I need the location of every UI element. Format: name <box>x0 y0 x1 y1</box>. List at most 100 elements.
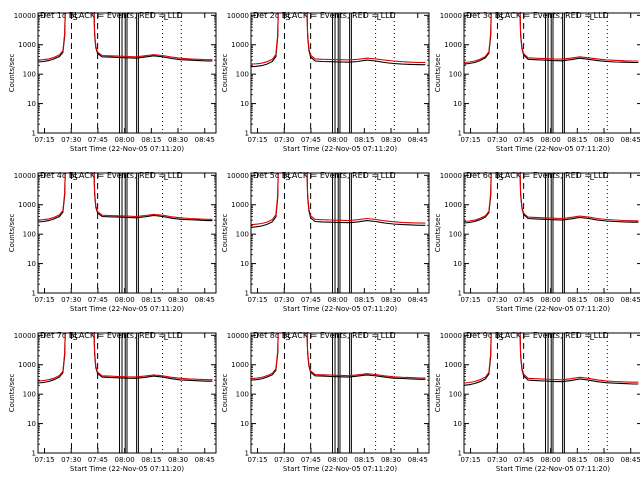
panel-title: Det 6c BLACK = Events, RED = LLD <box>466 171 609 180</box>
x-axis-label: Start Time (22-Nov-05 07:11:20) <box>70 145 184 153</box>
y-tick-label: 10000 <box>440 332 462 340</box>
x-tick-label: 07:45 <box>88 456 108 464</box>
y-tick-label: 1000 <box>18 41 36 49</box>
x-tick-label: 08:45 <box>195 456 215 464</box>
x-tick-label: 08:00 <box>328 456 348 464</box>
series-lld-line <box>38 13 213 61</box>
y-tick-label: 10000 <box>227 172 249 180</box>
y-tick-label: 10000 <box>14 12 36 20</box>
y-tick-label: 1000 <box>231 361 249 369</box>
y-axis-label: Counts/sec <box>8 54 16 93</box>
series-events-line <box>464 333 639 386</box>
y-tick-label: 10 <box>27 420 36 428</box>
y-tick-label: 1000 <box>444 201 462 209</box>
x-tick-label: 07:30 <box>487 296 507 304</box>
y-axis-label: Counts/sec <box>221 374 229 413</box>
series-events-line <box>464 13 639 65</box>
y-tick-label: 100 <box>23 71 36 79</box>
marker-l: L <box>590 173 595 182</box>
plot-frame <box>463 172 640 294</box>
series-lld-line <box>38 333 213 382</box>
x-tick-label: 07:30 <box>274 456 294 464</box>
plot-frame <box>37 332 217 454</box>
x-tick-label: 08:00 <box>541 296 561 304</box>
series-lld-line <box>251 13 426 65</box>
y-tick-label: 1 <box>245 130 249 138</box>
marker-l: L <box>164 173 169 182</box>
y-tick-label: 1 <box>458 130 462 138</box>
y-tick-label: 10 <box>453 420 462 428</box>
marker-s: S <box>285 173 290 182</box>
x-tick-label: 07:30 <box>274 136 294 144</box>
plot-frame <box>463 12 640 134</box>
x-tick-label: 07:30 <box>274 296 294 304</box>
y-axis-label: Counts/sec <box>434 214 442 253</box>
x-tick-label: 08:00 <box>541 456 561 464</box>
marker-s: S <box>72 173 77 182</box>
x-tick-label: 08:30 <box>381 456 401 464</box>
series-events-line <box>251 13 426 68</box>
y-tick-label: 1000 <box>18 201 36 209</box>
plot-frame <box>37 12 217 134</box>
x-tick-label: 08:15 <box>567 456 587 464</box>
x-tick-label: 08:30 <box>594 296 614 304</box>
y-tick-label: 10 <box>453 100 462 108</box>
y-tick-label: 1000 <box>231 201 249 209</box>
x-tick-label: 08:00 <box>541 136 561 144</box>
x-tick-label: 08:30 <box>381 136 401 144</box>
y-tick-label: 1 <box>458 450 462 458</box>
x-tick-label: 08:30 <box>168 456 188 464</box>
plot-frame <box>463 332 640 454</box>
x-tick-label: 08:45 <box>408 456 428 464</box>
x-tick-label: 07:45 <box>88 296 108 304</box>
x-tick-label: 08:15 <box>567 136 587 144</box>
x-tick-label: 07:45 <box>301 456 321 464</box>
x-tick-label: 07:30 <box>61 456 81 464</box>
y-axis-label: Counts/sec <box>221 54 229 93</box>
panel-title: Det 2c BLACK = Events, RED = LLD <box>253 11 396 20</box>
y-tick-label: 100 <box>449 231 462 239</box>
marker-s: S <box>285 333 290 342</box>
y-tick-label: 10000 <box>14 332 36 340</box>
x-tick-label: 07:15 <box>247 456 267 464</box>
marker-s: S <box>498 173 503 182</box>
x-tick-label: 08:45 <box>621 296 640 304</box>
x-tick-label: 07:15 <box>34 296 54 304</box>
series-events-line <box>38 13 213 63</box>
y-tick-label: 100 <box>449 71 462 79</box>
plot-frame <box>250 172 430 294</box>
x-tick-label: 07:15 <box>34 136 54 144</box>
series-lld-line <box>251 173 426 226</box>
y-tick-label: 10000 <box>440 12 462 20</box>
x-tick-label: 08:15 <box>354 296 374 304</box>
x-tick-label: 08:45 <box>195 136 215 144</box>
x-tick-label: 07:30 <box>61 296 81 304</box>
series-events-line <box>251 333 426 381</box>
y-tick-label: 10000 <box>440 172 462 180</box>
marker-s: S <box>498 333 503 342</box>
y-tick-label: 1 <box>458 290 462 298</box>
x-axis-label: Start Time (22-Nov-05 07:11:20) <box>496 465 610 473</box>
marker-s: S <box>72 13 77 22</box>
x-tick-label: 07:45 <box>301 296 321 304</box>
x-tick-label: 08:30 <box>381 296 401 304</box>
x-tick-label: 07:30 <box>61 136 81 144</box>
marker-s: S <box>285 13 290 22</box>
y-axis-label: Counts/sec <box>434 54 442 93</box>
x-tick-label: 07:30 <box>487 456 507 464</box>
x-axis-label: Start Time (22-Nov-05 07:11:20) <box>496 305 610 313</box>
marker-l: L <box>590 13 595 22</box>
x-tick-label: 07:30 <box>487 136 507 144</box>
x-tick-label: 08:30 <box>168 296 188 304</box>
x-tick-label: 08:15 <box>141 296 161 304</box>
plot-frame <box>250 12 430 134</box>
y-tick-label: 1 <box>245 450 249 458</box>
y-tick-label: 1 <box>32 130 36 138</box>
marker-l: L <box>164 13 169 22</box>
y-axis-label: Counts/sec <box>8 214 16 253</box>
